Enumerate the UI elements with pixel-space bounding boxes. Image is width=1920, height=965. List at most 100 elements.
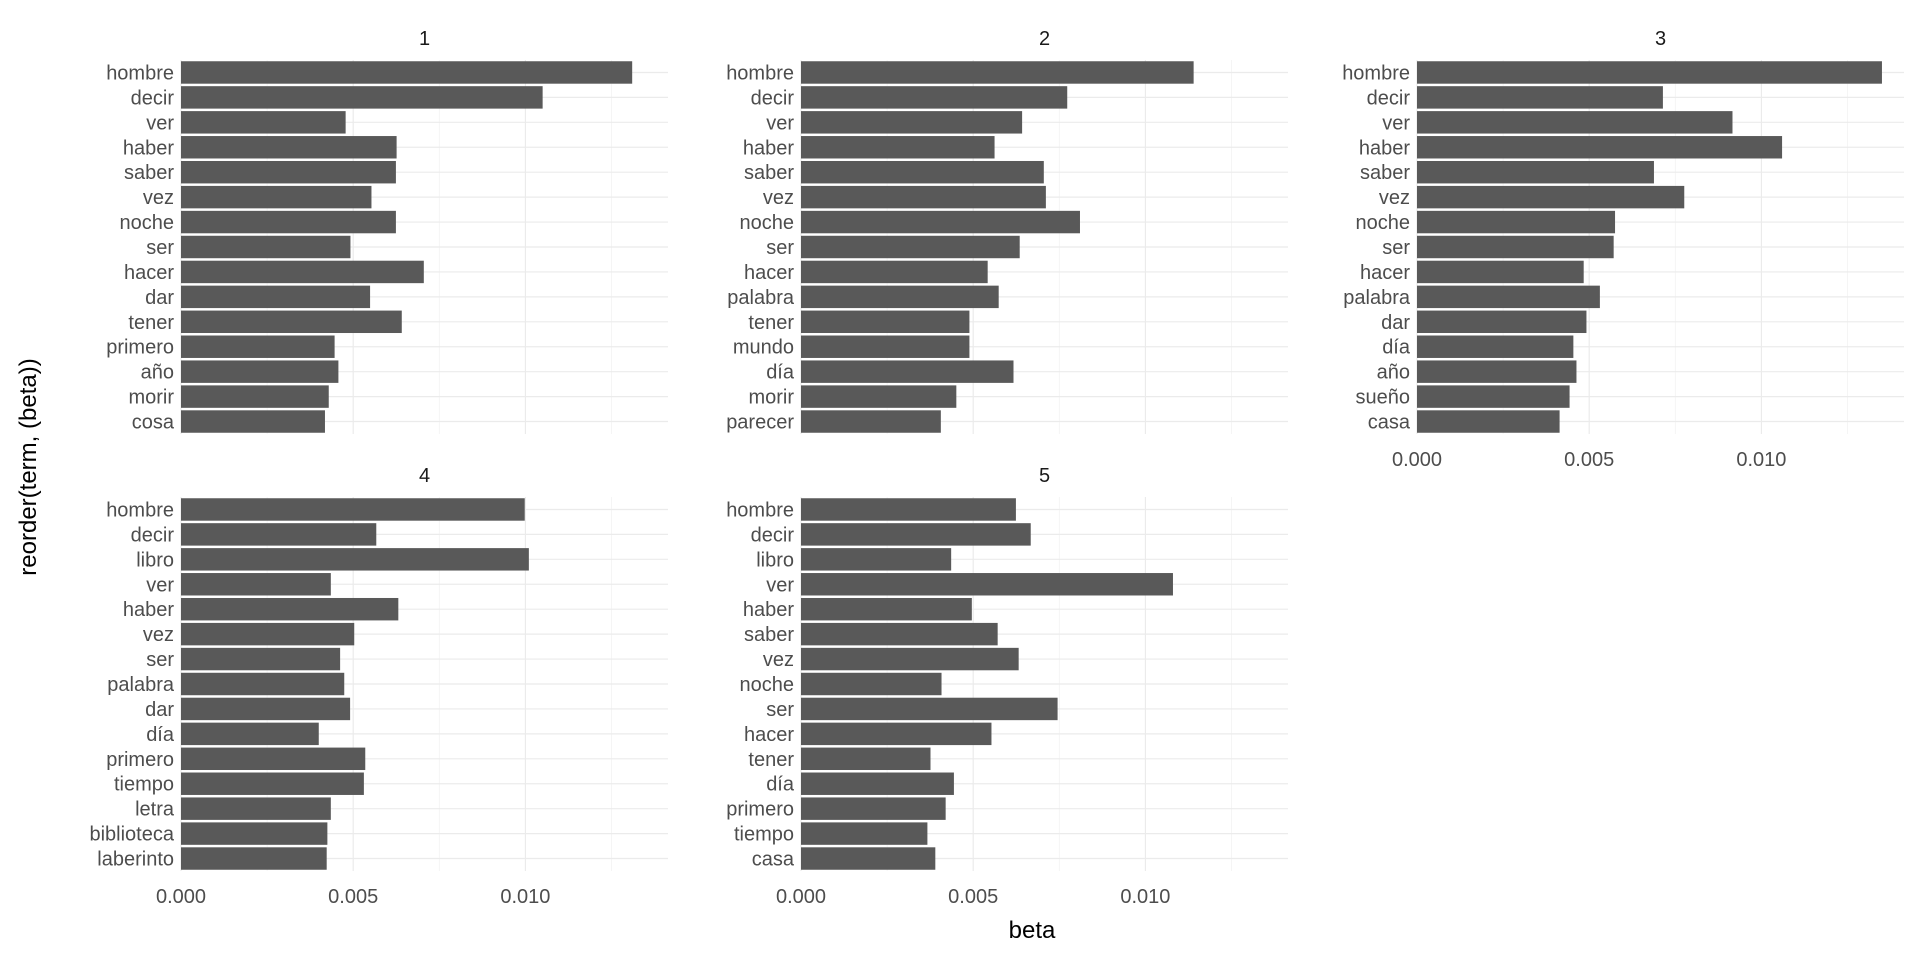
term-label: decir: [131, 524, 175, 546]
term-label: ver: [146, 112, 174, 134]
bar-dar: [181, 697, 351, 721]
term-label: tener: [748, 749, 794, 771]
term-label: hombre: [106, 62, 174, 84]
facet-strip-label: 1: [419, 28, 430, 50]
term-label: saber: [744, 624, 794, 646]
x-tick-label: 0.000: [1392, 449, 1442, 471]
term-label: palabra: [727, 287, 795, 309]
bar-saber: [1417, 160, 1654, 184]
term-label: dar: [1381, 312, 1410, 334]
term-label: palabra: [107, 674, 175, 696]
bar-año: [181, 360, 339, 383]
y-axis-title: reorder(term, (beta)): [15, 358, 42, 575]
bar-palabra: [1417, 285, 1600, 309]
term-label: haber: [743, 599, 794, 621]
term-label: saber: [124, 162, 174, 184]
term-label: vez: [1379, 187, 1410, 209]
bar-laberinto: [181, 847, 327, 870]
term-label: ser: [146, 237, 174, 259]
bar-hombre: [1417, 61, 1882, 84]
term-label: haber: [1359, 137, 1410, 159]
bar-decir: [181, 523, 377, 546]
x-tick-label: 0.010: [1736, 449, 1786, 471]
term-label: mundo: [733, 337, 794, 359]
term-label: vez: [143, 624, 174, 646]
bar-hacer: [801, 260, 988, 284]
x-tick-label: 0.005: [328, 886, 378, 908]
term-label: hombre: [726, 62, 794, 84]
term-label: tiempo: [114, 774, 174, 796]
term-label: tener: [128, 312, 174, 334]
bar-hombre: [801, 498, 1016, 521]
bar-hacer: [181, 260, 424, 284]
term-label: palabra: [1343, 287, 1411, 309]
term-label: ver: [766, 574, 794, 596]
term-label: dar: [145, 699, 174, 721]
bar-primero: [801, 797, 946, 820]
bar-palabra: [181, 672, 345, 696]
bar-haber: [801, 136, 995, 159]
bar-día: [801, 772, 954, 795]
term-label: hacer: [1360, 262, 1410, 284]
bar-noche: [801, 672, 942, 696]
facet-strip-label: 3: [1655, 28, 1666, 50]
bar-tener: [801, 310, 970, 334]
term-label: ser: [766, 237, 794, 259]
term-label: primero: [106, 749, 174, 771]
term-label: decir: [751, 87, 795, 109]
term-label: casa: [752, 849, 795, 871]
bar-primero: [181, 335, 335, 358]
term-label: tener: [748, 312, 794, 334]
term-label: hacer: [744, 262, 794, 284]
term-label: laberinto: [97, 849, 174, 871]
bar-noche: [1417, 210, 1616, 234]
bar-letra: [181, 797, 331, 820]
bar-ser: [181, 647, 341, 671]
term-label: día: [766, 362, 795, 384]
facet-strip-label: 4: [419, 465, 430, 487]
bar-día: [1417, 335, 1574, 358]
bar-noche: [181, 210, 396, 234]
term-label: haber: [123, 599, 174, 621]
facet-strip-label: 5: [1039, 465, 1050, 487]
x-axis-title: beta: [1009, 917, 1056, 944]
bar-hacer: [801, 722, 992, 746]
term-label: vez: [763, 649, 794, 671]
bar-decir: [801, 86, 1068, 109]
term-label: letra: [135, 799, 175, 821]
bar-mundo: [801, 335, 970, 358]
facet-panel-1: hombre decir ver haber saber vez noche ser hacer…: [106, 28, 668, 434]
term-label: ver: [146, 574, 174, 596]
bar-decir: [1417, 86, 1663, 109]
term-label: parecer: [726, 412, 794, 434]
term-label: año: [141, 362, 174, 384]
term-label: primero: [106, 337, 174, 359]
bar-sueño: [1417, 385, 1570, 408]
bar-ver: [801, 111, 1023, 134]
term-label: hombre: [726, 499, 794, 521]
term-label: año: [1377, 362, 1410, 384]
x-tick-label: 0.000: [156, 886, 206, 908]
term-label: tiempo: [734, 824, 794, 846]
term-label: ser: [1382, 237, 1410, 259]
bar-haber: [801, 597, 972, 621]
x-tick-label: 0.005: [948, 886, 998, 908]
bar-cosa: [181, 410, 325, 433]
term-label: libro: [136, 549, 174, 571]
bar-día: [181, 722, 319, 746]
term-label: primero: [726, 799, 794, 821]
term-label: biblioteca: [89, 824, 174, 846]
bar-haber: [181, 136, 397, 159]
term-label: vez: [143, 187, 174, 209]
bar-vez: [801, 647, 1019, 671]
facet-panels: hombre decir ver haber saber vez noche ser hacer…: [89, 28, 1904, 908]
term-label: casa: [1368, 412, 1411, 434]
term-label: ver: [766, 112, 794, 134]
term-label: día: [766, 774, 795, 796]
bar-vez: [1417, 185, 1685, 209]
facet-panel-3: hombre decir ver haber saber vez noche ser hacer…: [1342, 28, 1904, 471]
bar-biblioteca: [181, 822, 328, 845]
bar-ver: [181, 573, 331, 596]
term-label: ser: [766, 699, 794, 721]
